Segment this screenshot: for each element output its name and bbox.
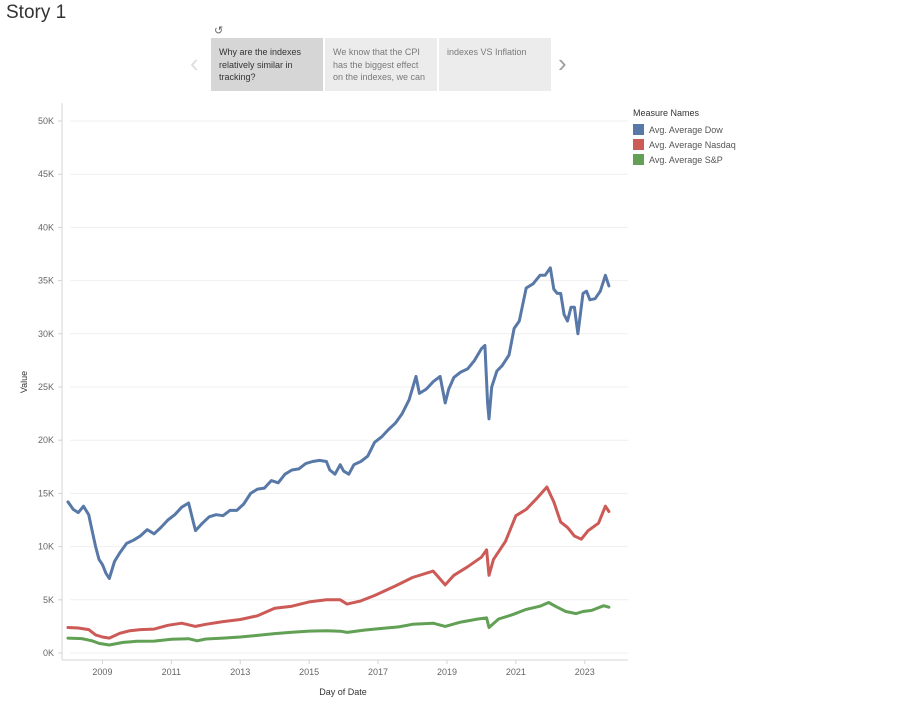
legend-swatch-sp [633, 154, 644, 165]
x-tick-label: 2011 [162, 667, 181, 677]
legend-item-nasdaq[interactable]: Avg. Average Nasdaq [633, 137, 736, 152]
y-tick-label: 30K [38, 329, 54, 339]
y-tick-label: 45K [38, 169, 54, 179]
x-tick-label: 2013 [230, 667, 250, 677]
y-tick-label: 35K [38, 276, 54, 286]
x-tick-label: 2017 [368, 667, 388, 677]
story-point-2[interactable]: We know that the CPI has the biggest eff… [325, 38, 437, 91]
chevron-left-icon[interactable]: ‹ [190, 48, 199, 78]
x-axis-title: Day of Date [319, 687, 367, 697]
chevron-right-icon[interactable]: › [558, 48, 567, 78]
x-tick-label: 2021 [506, 667, 526, 677]
x-tick-label: 2019 [437, 667, 457, 677]
series-line-sp [66, 601, 611, 647]
legend-title: Measure Names [633, 108, 700, 118]
series-line-nasdaq [66, 485, 611, 640]
story-point-1[interactable]: Why are the indexes relatively similar i… [211, 38, 323, 91]
legend: Measure Names Avg. Average Dow Avg. Aver… [633, 108, 736, 167]
y-tick-label: 10K [38, 542, 54, 552]
legend-swatch-dow [633, 124, 644, 135]
y-tick-label: 20K [38, 435, 54, 445]
revert-icon[interactable]: ↺ [214, 25, 224, 37]
y-tick-label: 40K [38, 222, 54, 232]
x-tick-label: 2023 [575, 667, 595, 677]
y-tick-label: 15K [38, 488, 54, 498]
series-line-dow [66, 266, 611, 580]
x-tick-label: 2009 [92, 667, 112, 677]
legend-item-dow[interactable]: Avg. Average Dow [633, 122, 736, 137]
story-title: Story 1 [6, 2, 67, 23]
story-point-3[interactable]: indexes VS Inflation [439, 38, 551, 91]
y-tick-label: 25K [38, 382, 54, 392]
legend-label-dow: Avg. Average Dow [649, 124, 723, 135]
y-tick-label: 5K [43, 595, 54, 605]
y-axis-title: Value [19, 371, 29, 393]
legend-item-sp[interactable]: Avg. Average S&P [633, 152, 736, 167]
y-tick-label: 50K [38, 116, 54, 126]
x-tick-label: 2015 [299, 667, 319, 677]
legend-swatch-nasdaq [633, 139, 644, 150]
legend-label-nasdaq: Avg. Average Nasdaq [649, 139, 736, 150]
legend-label-sp: Avg. Average S&P [649, 154, 723, 165]
y-tick-label: 0K [43, 648, 54, 658]
